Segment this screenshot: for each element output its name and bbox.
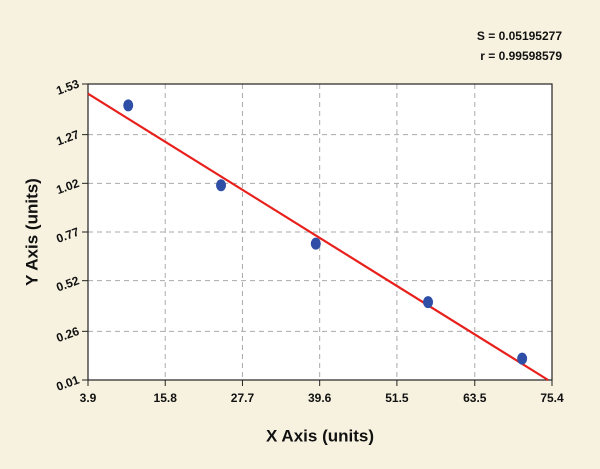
- annotation: S = 0.05195277: [477, 29, 562, 43]
- data-point: [423, 296, 434, 309]
- x-tick-label: 3.9: [80, 391, 97, 405]
- data-point: [216, 179, 227, 192]
- x-tick-label: 51.5: [385, 391, 409, 405]
- data-point: [123, 99, 134, 112]
- x-tick-label: 75.4: [540, 391, 564, 405]
- x-axis-label: X Axis (units): [266, 426, 374, 445]
- x-tick-label: 27.7: [231, 391, 255, 405]
- data-point: [517, 352, 528, 365]
- data-point: [310, 237, 321, 250]
- y-axis-label: Y Axis (units): [22, 178, 41, 286]
- fit-line: [87, 92, 549, 381]
- x-tick-label: 15.8: [154, 391, 178, 405]
- plot-frame: [87, 83, 553, 381]
- x-tick-label: 63.5: [463, 391, 487, 405]
- x-tick-label: 39.6: [308, 391, 332, 405]
- annotation: r = 0.99598579: [480, 49, 562, 63]
